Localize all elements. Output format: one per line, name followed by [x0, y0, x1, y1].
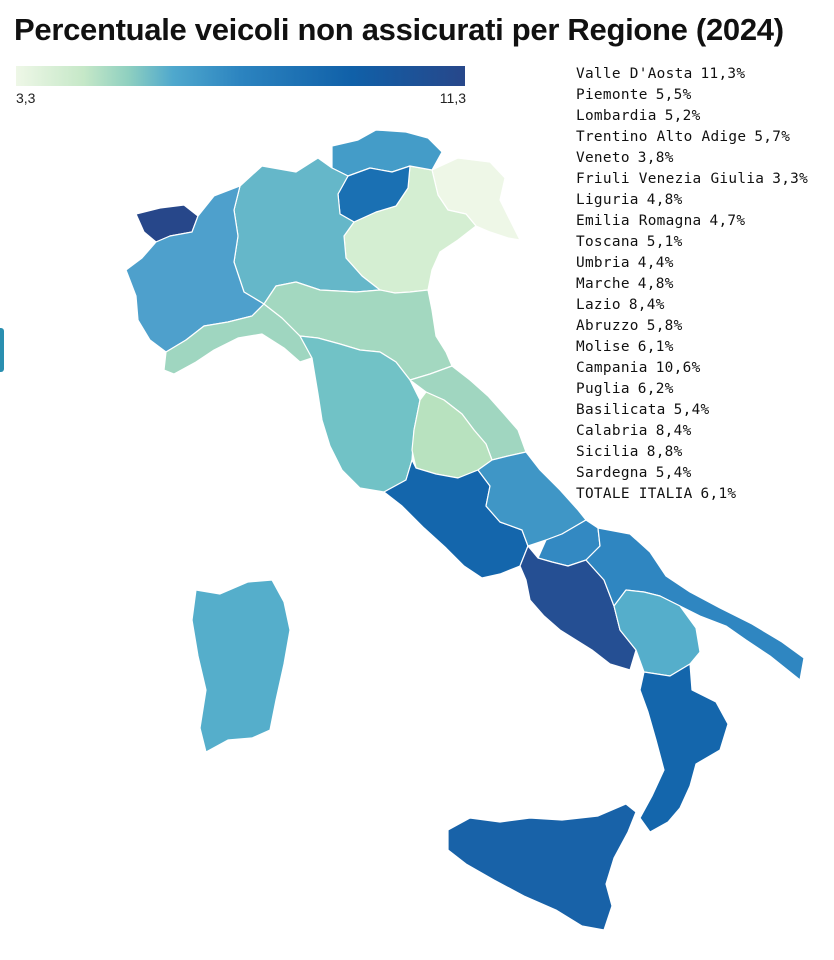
- legend-region-value: 4,8%: [646, 192, 683, 208]
- region-basilicata[interactable]: [613, 589, 701, 677]
- legend-item-friuli: Friuli Venezia Giulia 3,3%: [576, 169, 808, 190]
- legend-item-valle-daosta: Valle D'Aosta 11,3%: [576, 64, 808, 85]
- legend-item-sicilia: Sicilia 8,8%: [576, 442, 808, 463]
- legend-region-value: 5,7%: [754, 129, 791, 145]
- legend-region-value: 4,7%: [709, 213, 746, 229]
- legend-region-value: 10,6%: [655, 360, 701, 376]
- legend-region-value: 11,3%: [700, 66, 746, 82]
- legend-region-value: 5,8%: [646, 318, 683, 334]
- legend-region-name: Calabria: [576, 423, 648, 439]
- legend-item-piemonte: Piemonte 5,5%: [576, 85, 808, 106]
- legend-region-value: 4,4%: [637, 255, 674, 271]
- legend-region-name: Abruzzo: [576, 318, 639, 334]
- legend-region-name: Veneto: [576, 150, 630, 166]
- legend-region-name: Sicilia: [576, 444, 639, 460]
- legend-region-name: Trentino Alto Adige: [576, 129, 747, 145]
- legend-region-name: Lazio: [576, 297, 621, 313]
- legend-total-value: 6,1%: [700, 486, 737, 502]
- color-scale-bar: [16, 66, 465, 86]
- legend-region-name: Emilia Romagna: [576, 213, 702, 229]
- legend-item-puglia: Puglia 6,2%: [576, 379, 808, 400]
- legend-region-name: Liguria: [576, 192, 639, 208]
- legend-region-value: 4,8%: [637, 276, 674, 292]
- legend-item-toscana: Toscana 5,1%: [576, 232, 808, 253]
- legend-region-name: Puglia: [576, 381, 630, 397]
- legend-item-lombardia: Lombardia 5,2%: [576, 106, 808, 127]
- legend-item-umbria: Umbria 4,4%: [576, 253, 808, 274]
- legend-item-sardegna: Sardegna 5,4%: [576, 463, 808, 484]
- legend-region-name: Sardegna: [576, 465, 648, 481]
- legend-region-value: 6,1%: [637, 339, 674, 355]
- region-calabria[interactable]: [639, 663, 729, 833]
- legend-region-value: 8,8%: [646, 444, 683, 460]
- legend-item-abruzzo: Abruzzo 5,8%: [576, 316, 808, 337]
- legend-item-trentino: Trentino Alto Adige 5,7%: [576, 127, 808, 148]
- legend-region-value: 8,4%: [628, 297, 665, 313]
- legend-region-value: 5,4%: [673, 402, 710, 418]
- legend-region-value: 3,3%: [772, 171, 809, 187]
- legend-region-value: 5,2%: [664, 108, 701, 124]
- region-liguria[interactable]: [163, 303, 313, 375]
- legend-item-marche: Marche 4,8%: [576, 274, 808, 295]
- legend-region-name: Valle D'Aosta: [576, 66, 693, 82]
- region-campania[interactable]: [519, 545, 637, 671]
- color-scale-min-label: 3,3: [16, 90, 36, 106]
- side-tab-handle[interactable]: [0, 328, 4, 372]
- legend-item-basilicata: Basilicata 5,4%: [576, 400, 808, 421]
- legend-region-name: Marche: [576, 276, 630, 292]
- legend-region-value: 5,1%: [646, 234, 683, 250]
- legend-item-liguria: Liguria 4,8%: [576, 190, 808, 211]
- legend-region-name: Basilicata: [576, 402, 666, 418]
- legend-region-value: 5,5%: [655, 87, 692, 103]
- legend-region-value: 6,2%: [637, 381, 674, 397]
- color-scale-max-label: 11,3: [439, 90, 466, 106]
- map-title: Percentuale veicoli non assicurati per R…: [14, 12, 784, 47]
- region-sicilia[interactable]: [447, 803, 637, 931]
- legend-region-name: Friuli Venezia Giulia: [576, 171, 765, 187]
- legend-item-campania: Campania 10,6%: [576, 358, 808, 379]
- color-scale-legend: 3,3 11,3: [16, 66, 466, 112]
- legend-item-molise: Molise 6,1%: [576, 337, 808, 358]
- legend-region-name: Piemonte: [576, 87, 648, 103]
- legend-region-name: Toscana: [576, 234, 639, 250]
- legend-total-name: TOTALE ITALIA: [576, 486, 693, 502]
- region-trentino[interactable]: [331, 129, 443, 177]
- legend-region-value: 5,4%: [655, 465, 692, 481]
- legend-item-total: TOTALE ITALIA 6,1%: [576, 484, 808, 505]
- region-value-list: Valle D'Aosta 11,3% Piemonte 5,5% Lombardi…: [576, 64, 808, 505]
- legend-region-name: Lombardia: [576, 108, 657, 124]
- legend-region-name: Molise: [576, 339, 630, 355]
- legend-item-lazio: Lazio 8,4%: [576, 295, 808, 316]
- legend-region-value: 3,8%: [637, 150, 674, 166]
- legend-item-veneto: Veneto 3,8%: [576, 148, 808, 169]
- legend-region-value: 8,4%: [655, 423, 692, 439]
- legend-region-name: Campania: [576, 360, 648, 376]
- legend-item-emilia-romagna: Emilia Romagna 4,7%: [576, 211, 808, 232]
- region-sardegna[interactable]: [191, 579, 291, 753]
- legend-region-name: Umbria: [576, 255, 630, 271]
- region-puglia[interactable]: [585, 527, 805, 681]
- legend-item-calabria: Calabria 8,4%: [576, 421, 808, 442]
